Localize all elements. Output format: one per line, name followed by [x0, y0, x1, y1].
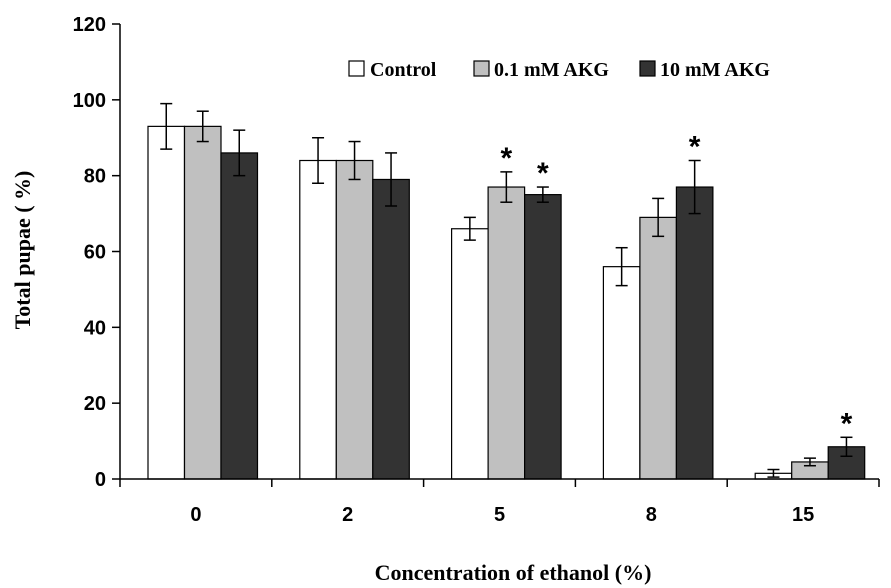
significance-marker: *	[537, 157, 549, 190]
y-tick-label: 20	[84, 393, 106, 415]
x-tick-label: 5	[494, 504, 505, 526]
bar-10-mm-akg-15	[827, 446, 866, 480]
bar-10-mm-akg-5	[523, 194, 562, 480]
legend: Control 0.1 mM AKG 10 mM AKG	[348, 59, 770, 81]
bar-control-2	[299, 159, 337, 480]
bar-control-0	[147, 125, 186, 480]
significance-marker: *	[841, 407, 853, 440]
bar-0-1-mm-akg-5	[487, 186, 526, 480]
bar-10-mm-akg-8	[675, 186, 714, 480]
legend-entry: 0.1 mM AKG	[494, 59, 609, 81]
x-axis-label: Concentration of ethanol (%)	[375, 560, 652, 585]
y-tick-label: 60	[84, 242, 106, 264]
x-tick-label: 2	[342, 504, 353, 526]
y-tick-label: 80	[84, 166, 106, 188]
significance-marker: *	[689, 131, 701, 164]
bar-0-1-mm-akg-2	[335, 159, 374, 480]
significance-marker: *	[501, 142, 513, 175]
bar-control-5	[451, 228, 489, 480]
x-tick-label: 15	[792, 504, 814, 526]
x-tick-label: 8	[646, 504, 657, 526]
y-tick-label: 120	[73, 14, 106, 36]
legend-swatch	[348, 60, 365, 77]
x-tick-label: 0	[190, 504, 201, 526]
bar-10-mm-akg-0	[220, 152, 259, 480]
y-tick-label: 0	[95, 469, 106, 491]
bar-10-mm-akg-2	[372, 178, 410, 480]
bar-0-1-mm-akg-8	[639, 216, 678, 480]
y-tick-label: 40	[84, 317, 106, 339]
bar-0-1-mm-akg-0	[183, 125, 222, 480]
error-bars-layer: * * * *	[160, 102, 853, 478]
y-axis-label: Total pupae ( %)	[10, 171, 35, 330]
legend-swatch	[473, 60, 490, 77]
legend-entry: 10 mM AKG	[660, 59, 770, 81]
bar-control-8	[602, 266, 641, 480]
legend-entry: Control	[370, 59, 437, 81]
tick-labels-layer: 0 20 40 60 80 100 120 0 2 5 8 15	[73, 14, 815, 526]
y-tick-label: 100	[73, 90, 106, 112]
legend-swatch	[639, 60, 656, 77]
axes-layer	[112, 23, 880, 487]
